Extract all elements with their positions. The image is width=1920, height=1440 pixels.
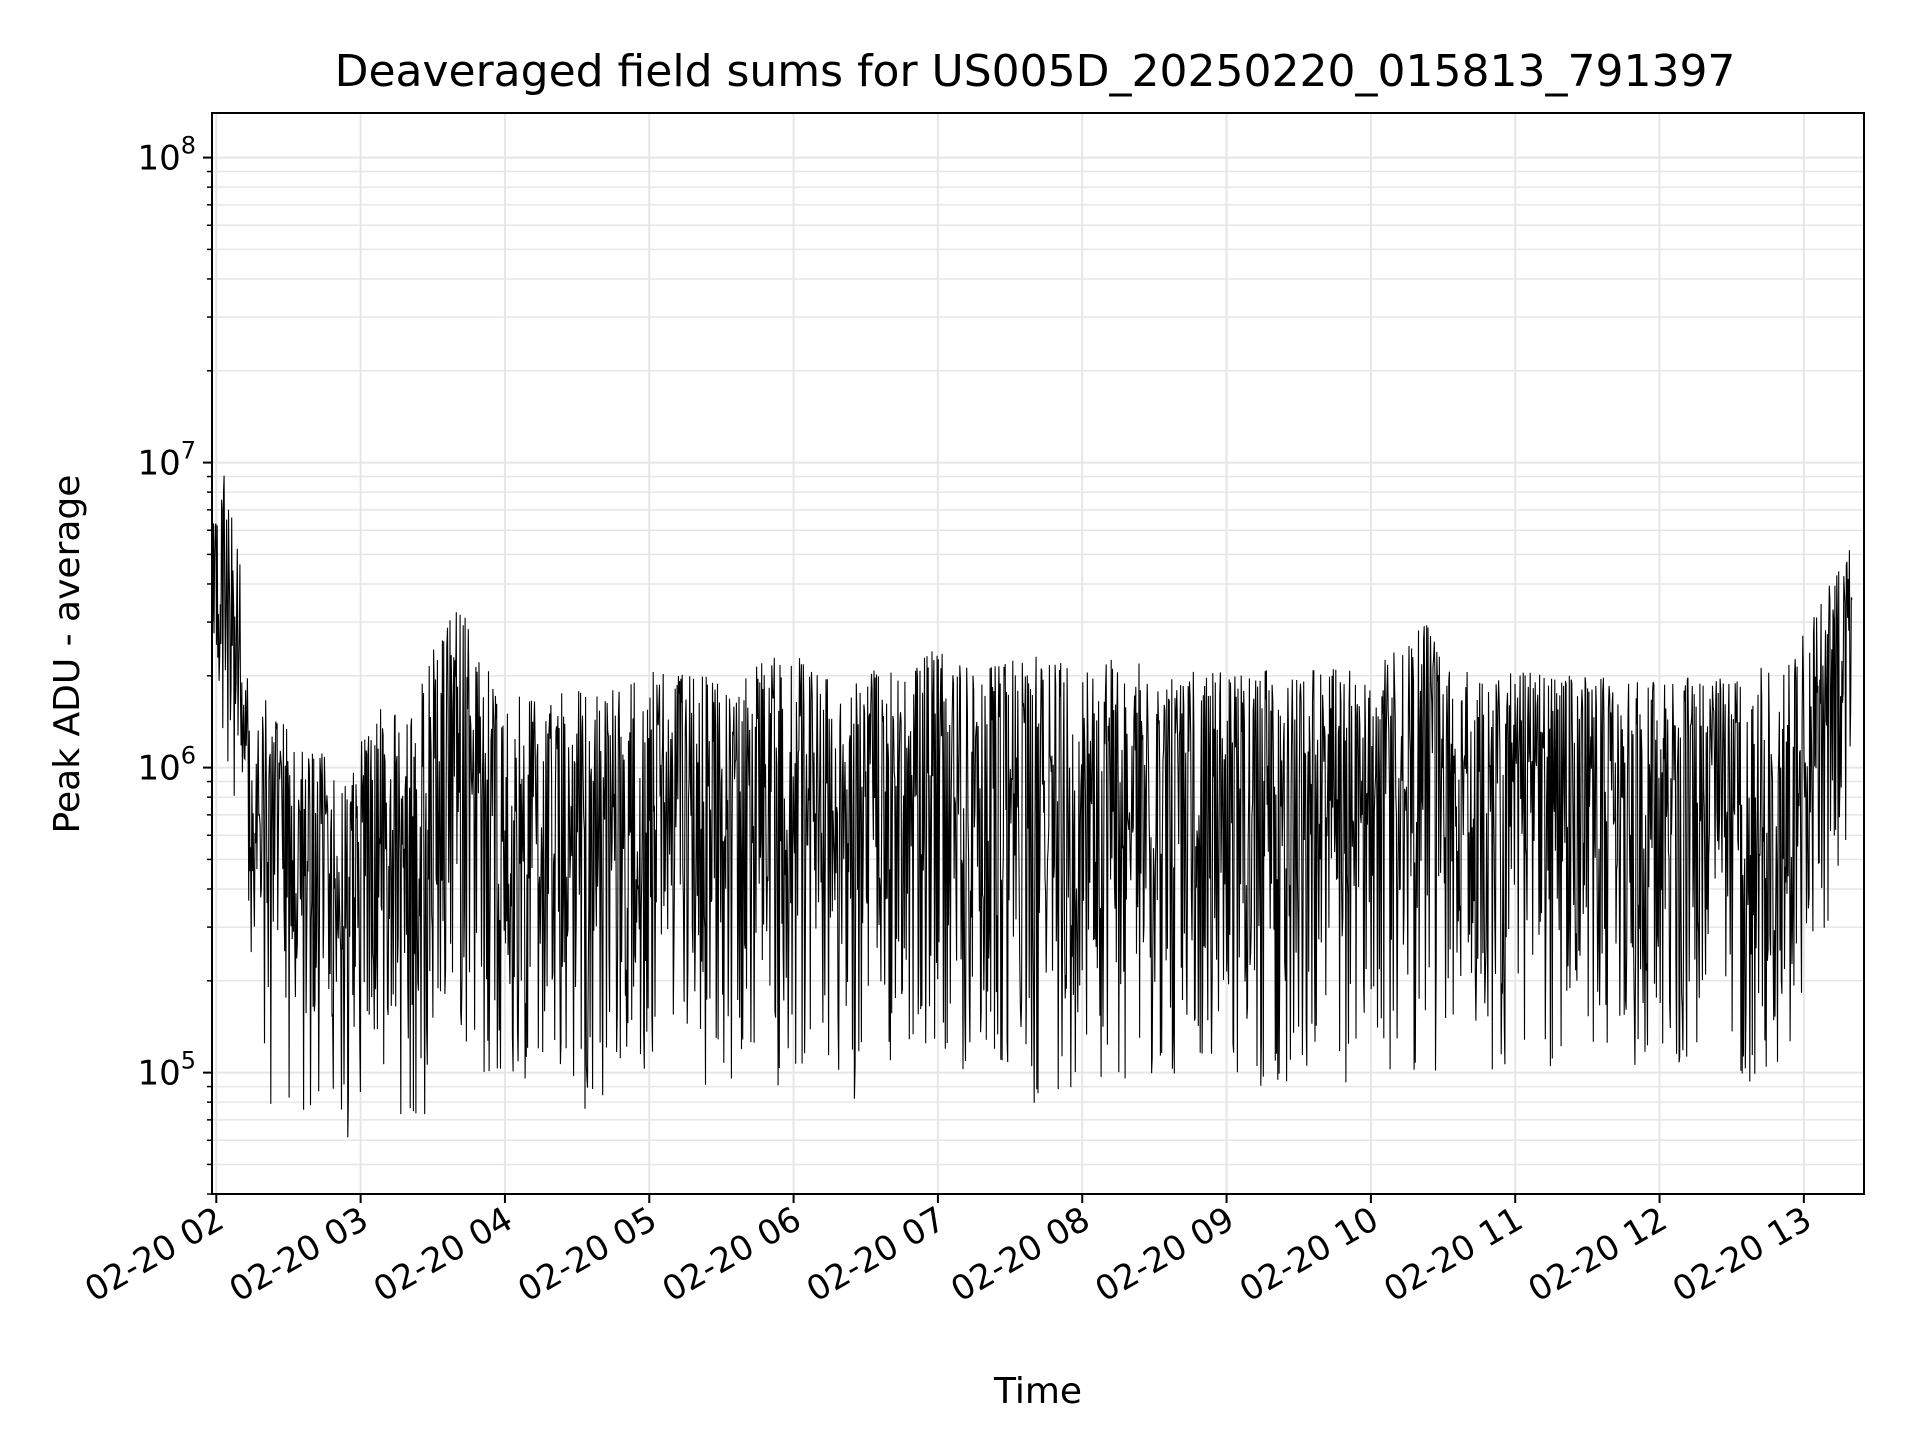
y-tick-label: 107	[137, 437, 196, 484]
series-line	[210, 475, 1853, 1138]
y-tick-label: 105	[137, 1047, 196, 1094]
y-tick-label: 106	[137, 742, 196, 789]
x-tick-label: 02-20 10	[1233, 1199, 1385, 1310]
chart-title: Deaveraged field sums for US005D_2025022…	[335, 46, 1736, 97]
x-tick-label: 02-20 13	[1666, 1199, 1818, 1310]
x-tick-label: 02-20 12	[1522, 1199, 1674, 1310]
x-tick-label: 02-20 08	[944, 1199, 1096, 1310]
y-tick-label: 108	[137, 132, 196, 179]
plot-frame	[211, 112, 1865, 1195]
x-tick-label: 02-20 06	[656, 1199, 808, 1310]
x-tick-label: 02-20 02	[78, 1199, 230, 1310]
x-tick-label: 02-20 11	[1377, 1199, 1529, 1310]
x-tick-label: 02-20 09	[1089, 1199, 1241, 1310]
data-line	[210, 475, 1853, 1138]
y-axis-label: Peak ADU - average	[47, 475, 88, 834]
x-tick-label: 02-20 05	[511, 1199, 663, 1310]
x-tick-label: 02-20 04	[367, 1199, 519, 1310]
y-axis: 105 106 107 108	[137, 132, 212, 1195]
x-tick-label: 02-20 03	[223, 1199, 375, 1310]
x-axis-label: Time	[993, 1371, 1082, 1412]
x-tick-label: 02-20 07	[800, 1199, 952, 1310]
